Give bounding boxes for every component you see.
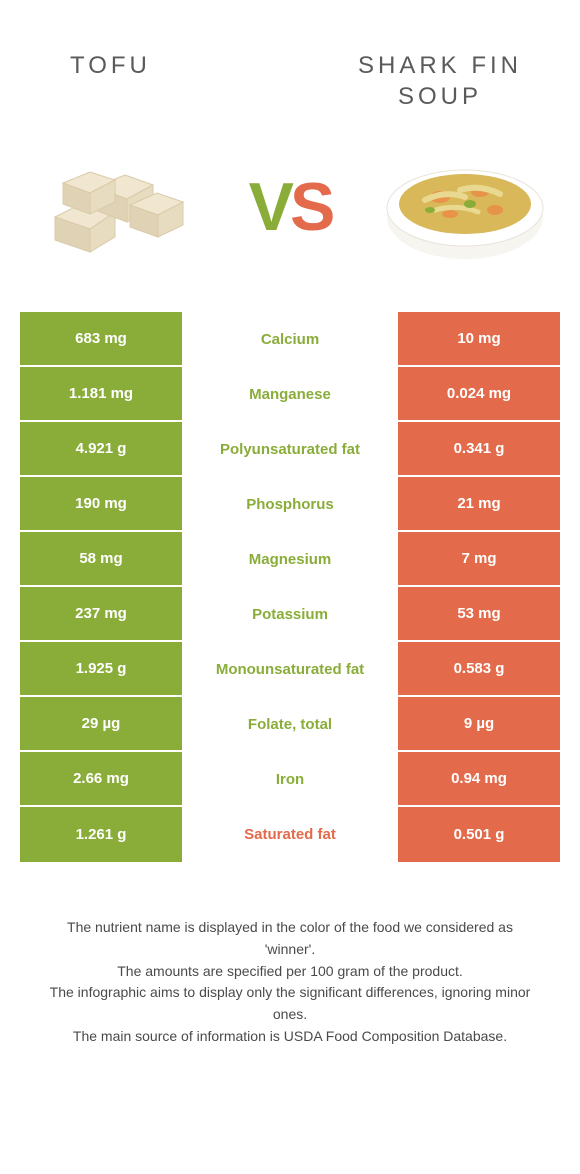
right-value: 10 mg (398, 312, 560, 367)
table-row: 1.181 mgManganese0.024 mg (20, 367, 560, 422)
left-value: 683 mg (20, 312, 182, 367)
footer-line-1: The nutrient name is displayed in the co… (40, 917, 540, 960)
right-value: 21 mg (398, 477, 560, 532)
left-value: 1.925 g (20, 642, 182, 697)
vs-s-letter: S (290, 169, 331, 245)
tofu-illustration (30, 142, 200, 272)
comparison-header: TOFU SHARK FIN SOUP (0, 0, 580, 142)
table-row: 4.921 gPolyunsaturated fat0.341 g (20, 422, 560, 477)
right-value: 53 mg (398, 587, 560, 642)
nutrient-label: Manganese (182, 367, 398, 422)
right-value: 0.94 mg (398, 752, 560, 807)
table-row: 1.261 gSaturated fat0.501 g (20, 807, 560, 862)
left-value: 190 mg (20, 477, 182, 532)
nutrient-label: Potassium (182, 587, 398, 642)
nutrient-label: Saturated fat (182, 807, 398, 862)
footer-line-3: The infographic aims to display only the… (40, 982, 540, 1025)
nutrient-label: Folate, total (182, 697, 398, 752)
left-value: 2.66 mg (20, 752, 182, 807)
left-value: 1.261 g (20, 807, 182, 862)
left-value: 237 mg (20, 587, 182, 642)
right-value: 0.024 mg (398, 367, 560, 422)
left-value: 4.921 g (20, 422, 182, 477)
vs-v-letter: V (249, 169, 290, 245)
nutrient-label: Calcium (182, 312, 398, 367)
table-row: 683 mgCalcium10 mg (20, 312, 560, 367)
table-row: 1.925 gMonounsaturated fat0.583 g (20, 642, 560, 697)
right-value: 0.341 g (398, 422, 560, 477)
left-value: 1.181 mg (20, 367, 182, 422)
left-value: 58 mg (20, 532, 182, 587)
footer-line-4: The main source of information is USDA F… (40, 1026, 540, 1048)
right-value: 9 µg (398, 697, 560, 752)
nutrient-table: 683 mgCalcium10 mg1.181 mgManganese0.024… (20, 312, 560, 862)
right-value: 7 mg (398, 532, 560, 587)
footer-line-2: The amounts are specified per 100 gram o… (40, 961, 540, 983)
footer-notes: The nutrient name is displayed in the co… (0, 862, 580, 1047)
table-row: 29 µgFolate, total9 µg (20, 697, 560, 752)
table-row: 237 mgPotassium53 mg (20, 587, 560, 642)
versus-row: VS (0, 142, 580, 312)
right-food-title: SHARK FIN SOUP (340, 50, 540, 112)
nutrient-label: Magnesium (182, 532, 398, 587)
table-row: 58 mgMagnesium7 mg (20, 532, 560, 587)
nutrient-label: Monounsaturated fat (182, 642, 398, 697)
nutrient-label: Phosphorus (182, 477, 398, 532)
table-row: 2.66 mgIron0.94 mg (20, 752, 560, 807)
vs-label: VS (249, 168, 332, 246)
left-value: 29 µg (20, 697, 182, 752)
nutrient-label: Polyunsaturated fat (182, 422, 398, 477)
nutrient-label: Iron (182, 752, 398, 807)
right-value: 0.583 g (398, 642, 560, 697)
right-value: 0.501 g (398, 807, 560, 862)
table-row: 190 mgPhosphorus21 mg (20, 477, 560, 532)
left-food-title: TOFU (40, 50, 240, 112)
soup-illustration (380, 142, 550, 272)
